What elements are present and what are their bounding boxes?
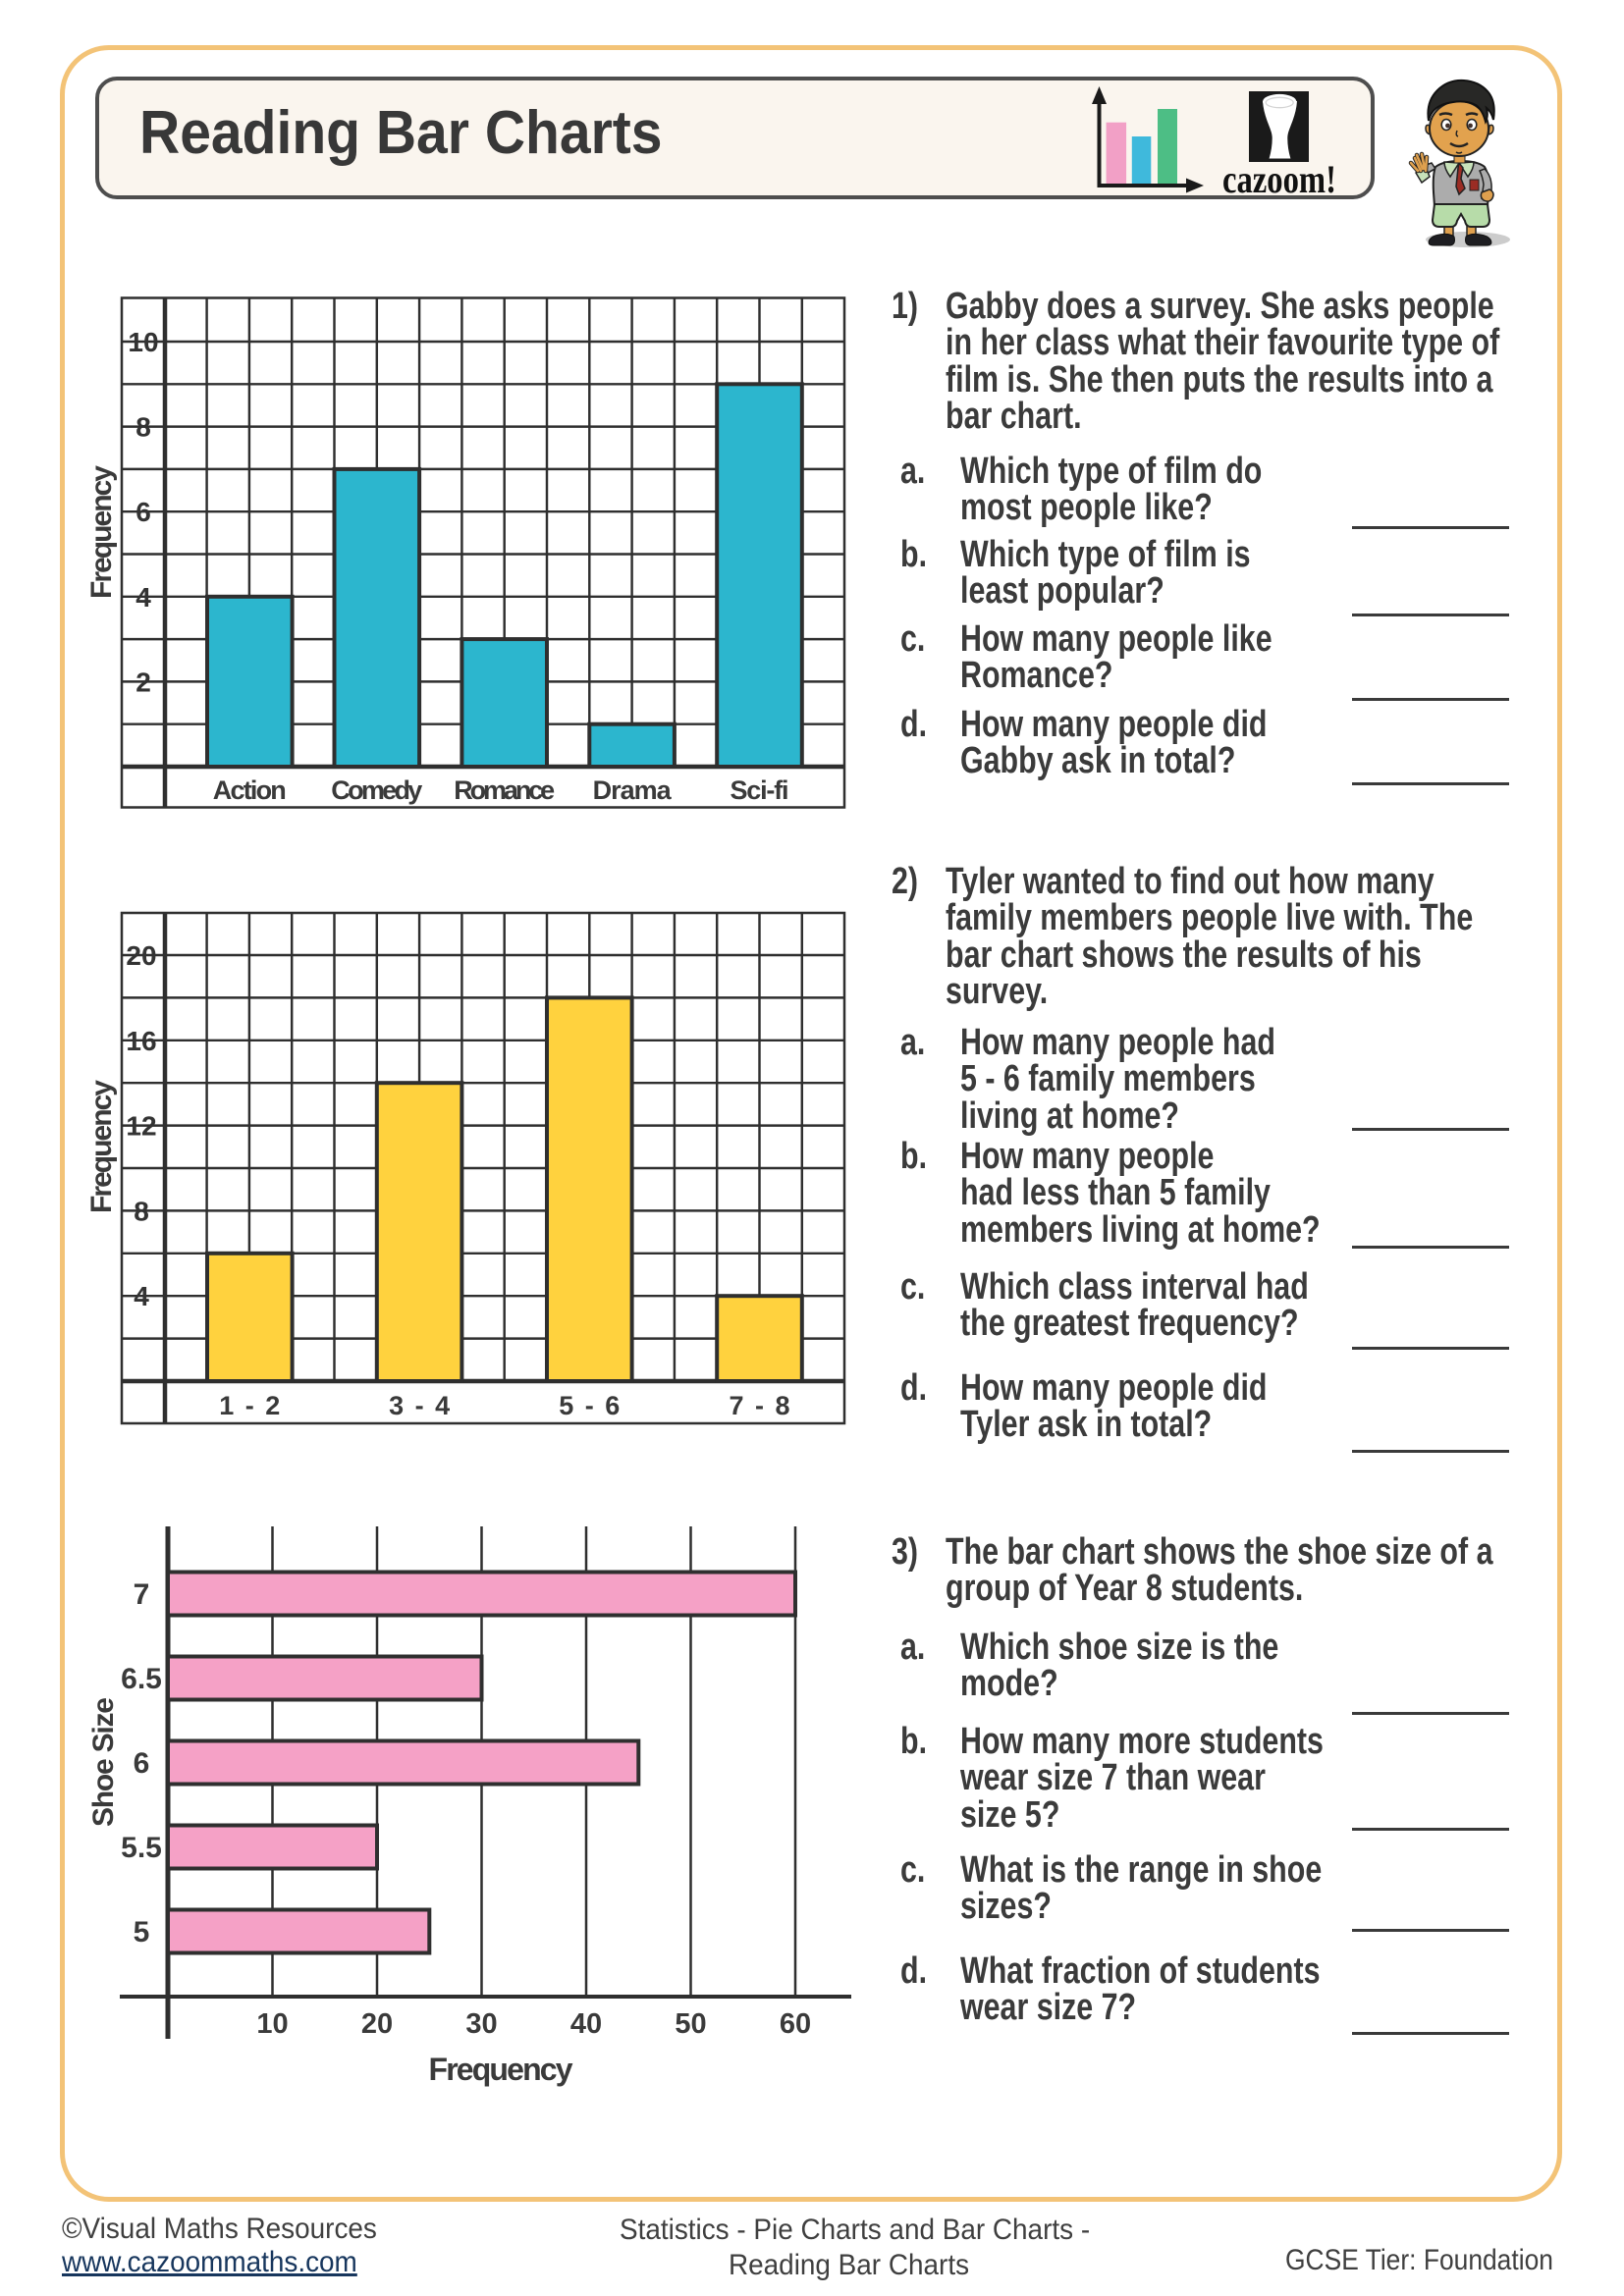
svg-text:Sci-fi: Sci-fi [731, 775, 789, 805]
svg-text:6: 6 [134, 1747, 150, 1780]
svg-text:5.5: 5.5 [121, 1832, 162, 1864]
svg-text:7: 7 [134, 1578, 150, 1611]
svg-text:4: 4 [134, 1281, 149, 1311]
svg-text:6: 6 [135, 497, 151, 527]
svg-text:Shoe Size: Shoe Size [87, 1697, 120, 1827]
svg-text:12: 12 [126, 1111, 156, 1142]
svg-text:50: 50 [675, 2008, 706, 2040]
svg-text:3 - 4: 3 - 4 [389, 1391, 450, 1420]
svg-text:16: 16 [126, 1026, 156, 1056]
svg-text:6.5: 6.5 [121, 1663, 162, 1695]
svg-text:5: 5 [134, 1916, 150, 1949]
svg-text:20: 20 [126, 940, 156, 971]
svg-text:Frequency: Frequency [429, 2052, 573, 2087]
svg-text:Frequency: Frequency [85, 1080, 118, 1213]
svg-text:1 - 2: 1 - 2 [219, 1391, 280, 1420]
svg-text:20: 20 [361, 2008, 393, 2040]
svg-text:7 - 8: 7 - 8 [730, 1391, 790, 1420]
svg-text:40: 40 [570, 2008, 602, 2040]
svg-text:8: 8 [135, 412, 151, 443]
svg-text:8: 8 [134, 1196, 149, 1226]
svg-text:2: 2 [135, 667, 151, 697]
svg-text:30: 30 [465, 2008, 497, 2040]
svg-text:Romance: Romance [454, 775, 555, 805]
svg-text:60: 60 [780, 2008, 811, 2040]
svg-text:Comedy: Comedy [331, 775, 422, 805]
svg-text:10: 10 [256, 2008, 288, 2040]
svg-text:Frequency: Frequency [85, 465, 118, 599]
svg-text:10: 10 [128, 327, 158, 357]
svg-text:Drama: Drama [593, 775, 673, 805]
svg-text:4: 4 [135, 582, 151, 613]
svg-text:Action: Action [213, 775, 287, 805]
svg-text:5 - 6: 5 - 6 [559, 1391, 620, 1420]
svg-text:cazoom!: cazoom! [1222, 157, 1336, 196]
